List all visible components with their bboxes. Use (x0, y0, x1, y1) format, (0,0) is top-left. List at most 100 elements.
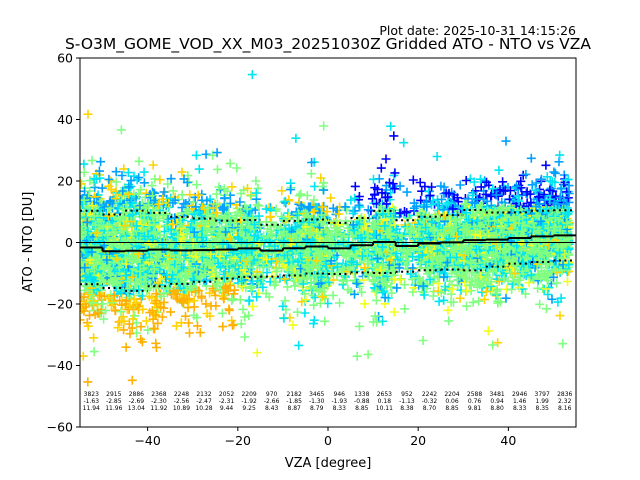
scatter-point (147, 181, 157, 191)
scatter-point (286, 185, 296, 195)
scatter-point (271, 204, 281, 214)
scatter-point (134, 173, 144, 183)
scatter-point (265, 212, 275, 222)
scatter-point (143, 221, 153, 231)
scatter-point (501, 136, 511, 146)
scatter-point (99, 314, 109, 324)
scatter-point (134, 285, 144, 295)
scatter-point (277, 186, 287, 196)
scatter-point (355, 321, 364, 331)
scatter-point (418, 336, 428, 345)
scatter-point (108, 229, 117, 239)
scatter-point (402, 187, 412, 197)
scatter-point (232, 163, 242, 173)
scatter-point (121, 259, 131, 269)
scatter-point (106, 196, 116, 206)
scatter-point (150, 174, 160, 184)
scatter-point (134, 156, 144, 166)
scatter-point (143, 325, 153, 335)
scatter-point (369, 174, 378, 184)
scatter-point (105, 197, 115, 207)
scatter-point (302, 191, 312, 200)
scatter-point (83, 109, 93, 119)
scatter-point (310, 181, 320, 191)
scatter-point (80, 179, 86, 189)
scatter-point (227, 182, 237, 192)
scatter-point (227, 295, 237, 305)
scatter-point (354, 200, 364, 210)
scatter-point (85, 255, 95, 265)
scatter-point (371, 295, 381, 305)
scatter-point (80, 276, 85, 286)
scatter-point (235, 295, 245, 305)
scatter-point (126, 176, 136, 186)
scatter-point (113, 323, 123, 333)
scatter-point (146, 254, 156, 264)
scatter-point (238, 304, 248, 314)
scatter-point (119, 164, 129, 174)
scatter-point (144, 252, 154, 262)
scatter-point (400, 304, 410, 314)
scatter-point (483, 326, 493, 336)
scatter-point (116, 287, 126, 297)
scatter-point (84, 233, 94, 243)
scatter-point (153, 278, 163, 288)
scatter-point (135, 236, 145, 246)
scatter-point (135, 201, 145, 210)
scatter-point (122, 222, 132, 232)
scatter-point (80, 195, 89, 205)
scatter-point (87, 247, 97, 257)
scatter-point (85, 310, 94, 320)
scatter-point (211, 301, 221, 311)
scatter-point (127, 375, 137, 385)
scatter-point (132, 221, 142, 231)
scatter-point (171, 429, 180, 438)
scatter-point (119, 325, 129, 335)
scatter-point (163, 284, 173, 293)
scatter-point (102, 230, 112, 240)
scatter-point (121, 296, 131, 306)
scatter-point (89, 347, 99, 357)
scatter-point (91, 228, 101, 238)
scatter-point (350, 181, 360, 191)
scatter-point (80, 257, 87, 267)
scatter-point (91, 220, 101, 230)
scatter-point (104, 220, 114, 230)
scatter-point (156, 302, 166, 312)
scatter-point (96, 157, 106, 167)
scatter-point (143, 284, 153, 294)
scatter-point (149, 264, 159, 274)
scatter-point (124, 241, 134, 251)
scatter-point (83, 377, 93, 387)
scatter-point (83, 321, 93, 331)
scatter-point (296, 189, 306, 199)
scatter-point (148, 160, 158, 170)
scatter-point (141, 316, 151, 326)
scatter-point (118, 186, 128, 196)
scatter-point (120, 221, 130, 231)
scatter-point (109, 258, 119, 268)
scatter-point (320, 316, 330, 326)
scatter-point (145, 193, 155, 203)
scatter-point (132, 175, 142, 185)
scatter-point (111, 167, 121, 177)
scatter-point (138, 304, 148, 314)
scatter-point (159, 187, 169, 197)
scatter-point (213, 164, 222, 174)
scatter-point (87, 201, 97, 211)
scatter-point (494, 165, 504, 175)
scatter-point (104, 174, 114, 184)
scatter-point (106, 176, 116, 186)
scatter-point (428, 291, 438, 301)
scatter-point (192, 180, 202, 190)
scatter-point (474, 296, 484, 306)
scatter-point (89, 211, 99, 221)
scatter-point (94, 166, 104, 176)
scatter-point (110, 195, 119, 204)
scatter-point (124, 182, 134, 192)
scatter-point (127, 256, 137, 266)
scatter-point (136, 322, 146, 332)
scatter-point (139, 167, 149, 177)
scatter-point (92, 300, 102, 310)
scatter-point (376, 163, 386, 173)
